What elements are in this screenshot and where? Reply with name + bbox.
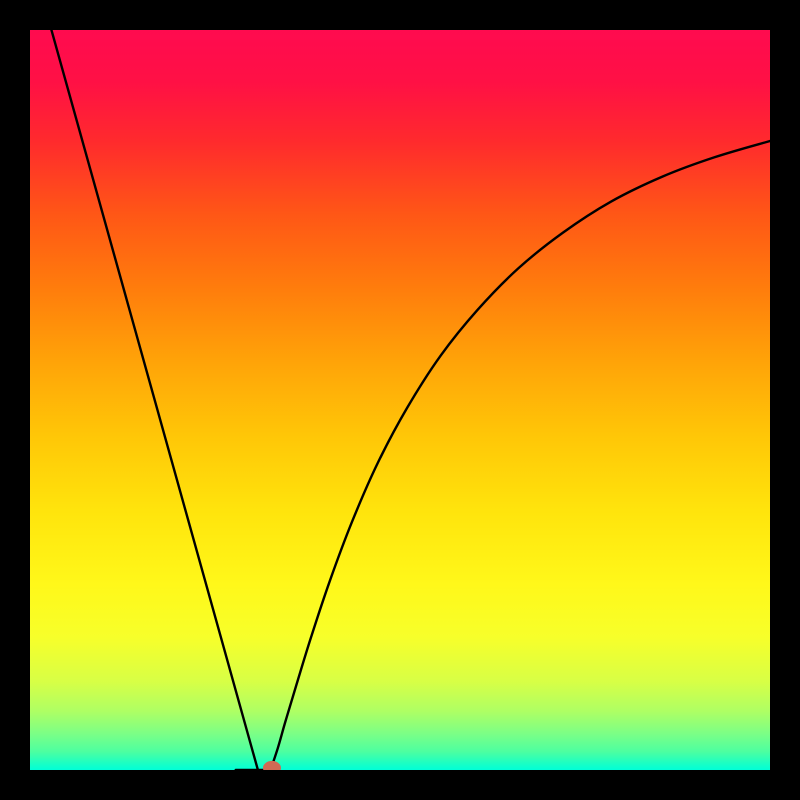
plot-background [30,30,770,770]
bottleneck-chart [0,0,800,800]
chart-container: { "watermark": { "text": "TheBottleneck.… [0,0,800,800]
watermark-text: TheBottleneck.com [587,4,790,30]
